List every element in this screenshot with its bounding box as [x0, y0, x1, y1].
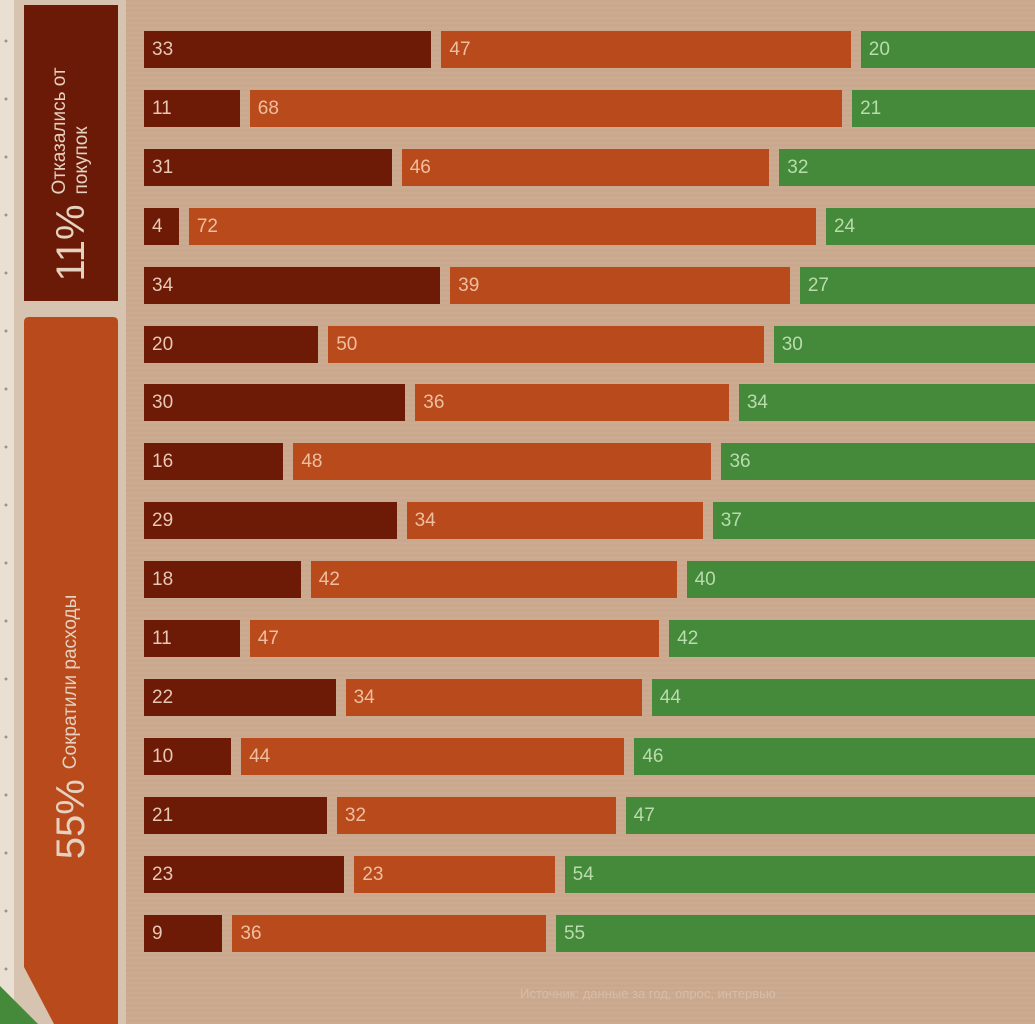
green-segment: 24: [825, 207, 1035, 245]
green-segment: 37: [712, 502, 1035, 540]
green-segment: 20: [860, 31, 1035, 68]
source-footnote: Источник: данные за год, опрос, интервью: [520, 986, 776, 1001]
green-segment: 42: [669, 620, 1035, 657]
refused-segment: 30: [144, 384, 406, 422]
middle-segment: 47: [249, 620, 660, 657]
refused-label-box: 11% Отказались от покупок: [24, 5, 118, 301]
middle-segment: 44: [241, 737, 625, 775]
bar-row: 10 44 46: [144, 737, 1035, 775]
refused-segment: 16: [144, 443, 284, 481]
green-segment: 34: [738, 384, 1035, 422]
bar-row: 4 72 24: [144, 207, 1035, 245]
bar-row: 30 36 34: [144, 384, 1035, 422]
refused-percent: 11%: [49, 204, 93, 282]
refused-segment: 29: [144, 502, 397, 540]
green-segment: 46: [634, 737, 1035, 775]
cut-text: Сократили расходы: [60, 594, 82, 770]
cut-label: 55% Сократили расходы: [49, 594, 93, 860]
refused-segment: 11: [144, 620, 240, 657]
middle-segment: 36: [232, 914, 546, 952]
refused-segment: 9: [144, 914, 223, 952]
refused-segment: 4: [144, 207, 179, 245]
refused-label: 11% Отказались от покупок: [49, 24, 93, 281]
refused-segment: 33: [144, 31, 432, 68]
bar-row: 22 34 44: [144, 678, 1035, 716]
green-segment: 44: [651, 678, 1035, 716]
dotted-line: [3, 0, 9, 1024]
green-segment: 21: [852, 89, 1035, 127]
refused-segment: 18: [144, 561, 301, 599]
bar-row: 11 68 21: [144, 89, 1035, 127]
refused-segment: 21: [144, 796, 327, 834]
green-segment: 30: [773, 325, 1035, 363]
refused-segment: 22: [144, 678, 336, 716]
green-segment: 47: [625, 796, 1035, 834]
middle-segment: 23: [354, 855, 555, 893]
green-segment: 40: [686, 561, 1035, 599]
middle-segment: 48: [293, 443, 712, 481]
refused-segment: 20: [144, 325, 319, 363]
green-segment: 32: [779, 148, 1035, 186]
bar-row: 33 47 20: [144, 31, 1035, 68]
bar-row: 9 36 55: [144, 914, 1035, 952]
middle-segment: 46: [401, 148, 770, 186]
refused-segment: 34: [144, 266, 441, 304]
bar-row: 11 47 42: [144, 620, 1035, 657]
cut-percent: 55%: [49, 779, 93, 860]
green-segment: 55: [555, 914, 1035, 952]
left-edge-strip: [0, 0, 14, 1024]
middle-segment: 68: [249, 89, 843, 127]
middle-segment: 39: [450, 266, 790, 304]
bar-row: 21 32 47: [144, 796, 1035, 834]
bar-row: 16 48 36: [144, 443, 1035, 481]
bar-row: 34 39 27: [144, 266, 1035, 304]
middle-segment: 34: [406, 502, 703, 540]
green-segment: 36: [721, 443, 1035, 481]
bar-row: 29 34 37: [144, 502, 1035, 540]
bar-row: 31 46 32: [144, 148, 1035, 186]
middle-segment: 32: [336, 796, 616, 834]
refused-segment: 31: [144, 148, 392, 186]
refused-text: Отказались от покупок: [49, 67, 92, 195]
bar-row: 18 42 40: [144, 561, 1035, 599]
green-corner-shape: [0, 986, 38, 1024]
refused-segment: 10: [144, 737, 232, 775]
middle-segment: 47: [441, 31, 851, 68]
green-segment: 27: [799, 266, 1035, 304]
bar-row: 20 50 30: [144, 325, 1035, 363]
middle-segment: 42: [310, 561, 677, 599]
middle-segment: 50: [328, 325, 764, 363]
middle-segment: 72: [188, 207, 816, 245]
refused-segment: 23: [144, 855, 345, 893]
refused-segment: 11: [144, 89, 240, 127]
cut-label-box-shape: [24, 317, 118, 1024]
middle-segment: 34: [345, 678, 642, 716]
bar-row: 23 23 54: [144, 855, 1035, 893]
cut-label-box: 55% Сократили расходы: [24, 317, 118, 1024]
middle-segment: 36: [415, 384, 729, 422]
green-segment: 54: [564, 855, 1035, 893]
